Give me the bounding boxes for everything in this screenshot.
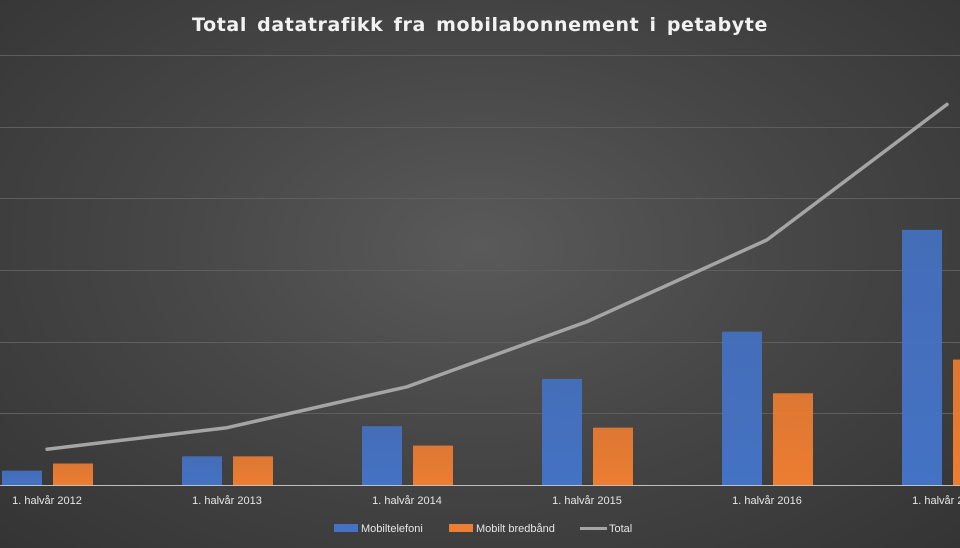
x-tick-label: 1. halvår 2014	[372, 495, 442, 507]
bar-mobiltelefoni	[722, 331, 762, 485]
bar-mobilt-bredband	[593, 427, 633, 485]
legend-swatch	[449, 524, 473, 532]
bars	[2, 229, 960, 485]
bar-mobiltelefoni	[362, 426, 402, 485]
x-tick-label: 1. halvår 2015	[552, 495, 622, 507]
legend-label: Mobilt bredbånd	[476, 523, 555, 535]
bar-mobiltelefoni	[902, 229, 942, 485]
bar-mobiltelefoni	[542, 378, 582, 485]
x-tick-label: 1. halvår 2017	[912, 495, 960, 507]
legend-label: Total	[609, 523, 632, 535]
legend-swatch	[334, 524, 358, 532]
chart-title: Total datatrafikk fra mobilabonnement i …	[192, 14, 768, 36]
bar-mobilt-bredband	[53, 463, 93, 485]
bar-mobilt-bredband	[413, 445, 453, 485]
bar-mobiltelefoni	[2, 470, 42, 485]
series-lines	[45, 102, 949, 451]
bar-mobilt-bredband	[953, 359, 960, 485]
bar-mobilt-bredband	[233, 456, 273, 485]
bar-mobilt-bredband	[773, 393, 813, 485]
x-tick-labels: 1. halvår 2012 1. halvår 2013 1. halvår 20…	[12, 495, 960, 507]
x-tick-label: 1. halvår 2016	[732, 495, 802, 507]
x-tick-label: 1. halvår 2013	[192, 495, 262, 507]
x-tick-label: 1. halvår 2012	[12, 495, 82, 507]
legend-label: Mobiltelefoni	[361, 523, 423, 535]
legend: Mobiltelefoni Mobilt bredbånd Total	[334, 523, 632, 535]
total-line	[45, 102, 949, 451]
bar-mobiltelefoni	[182, 456, 222, 485]
